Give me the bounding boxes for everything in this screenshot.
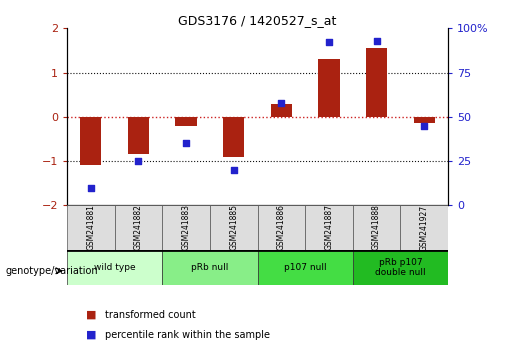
Point [182, 141, 190, 146]
Point [420, 123, 428, 129]
Text: pRb null: pRb null [191, 263, 229, 272]
Bar [353, 250, 448, 285]
Bar [270, 104, 292, 117]
Bar [318, 59, 340, 117]
Bar [175, 117, 197, 126]
Bar [366, 48, 387, 117]
Text: GSM241886: GSM241886 [277, 205, 286, 250]
Bar [67, 205, 115, 250]
Bar [353, 205, 401, 250]
Point [277, 100, 285, 105]
Text: ■: ■ [86, 310, 96, 320]
Point [372, 38, 381, 44]
Text: GSM241927: GSM241927 [420, 204, 428, 251]
Text: transformed count: transformed count [105, 310, 196, 320]
Point [134, 158, 143, 164]
Bar [162, 250, 258, 285]
Text: pRb p107
double null: pRb p107 double null [375, 258, 426, 277]
Text: GSM241887: GSM241887 [324, 205, 333, 250]
Bar [80, 117, 101, 166]
Text: genotype/variation: genotype/variation [5, 266, 98, 276]
Point [325, 40, 333, 45]
Bar [114, 205, 162, 250]
Bar [414, 117, 435, 124]
Bar [210, 205, 258, 250]
Text: wild type: wild type [94, 263, 135, 272]
Text: ■: ■ [86, 330, 96, 339]
Text: GSM241882: GSM241882 [134, 205, 143, 250]
Bar [162, 205, 210, 250]
Text: GSM241881: GSM241881 [87, 205, 95, 250]
Bar [258, 205, 305, 250]
Point [230, 167, 238, 173]
Text: p107 null: p107 null [284, 263, 327, 272]
Bar [223, 117, 245, 156]
Text: GSM241883: GSM241883 [182, 205, 191, 250]
Text: GSM241888: GSM241888 [372, 205, 381, 250]
Point [87, 185, 95, 190]
Bar [305, 205, 353, 250]
Text: GSM241885: GSM241885 [229, 205, 238, 250]
Bar [401, 205, 448, 250]
Bar [258, 250, 353, 285]
Bar [128, 117, 149, 154]
Text: percentile rank within the sample: percentile rank within the sample [105, 330, 270, 339]
Bar [67, 250, 162, 285]
Title: GDS3176 / 1420527_s_at: GDS3176 / 1420527_s_at [178, 14, 337, 27]
